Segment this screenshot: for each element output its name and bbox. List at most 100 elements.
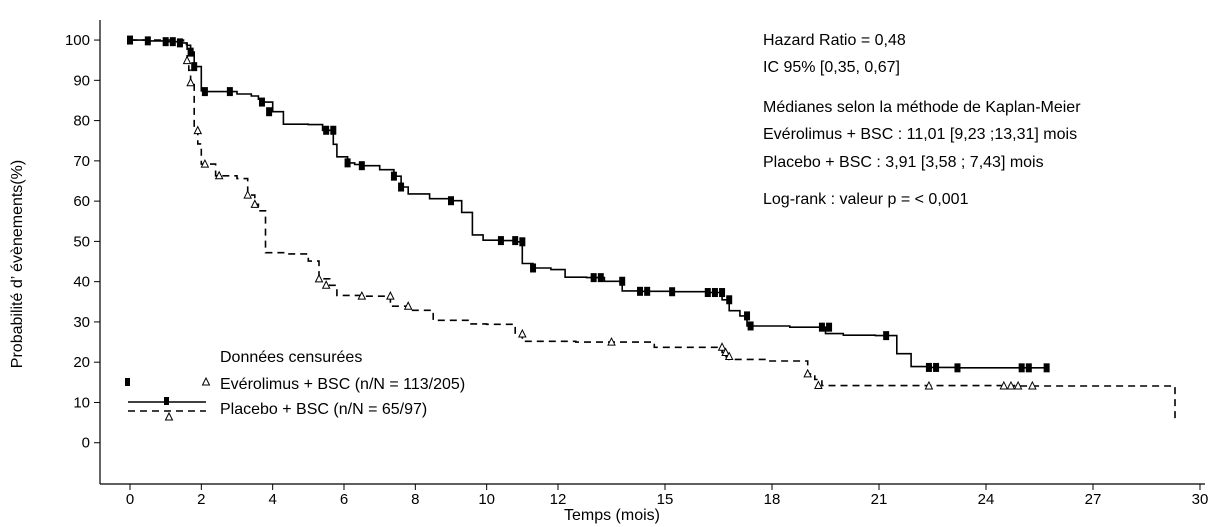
censor-mark-everolimus [597,273,604,283]
y-axis-label: Probabilité d’ évènements(%) [9,160,26,368]
censor-mark-placebo [1028,380,1037,390]
censor-mark-placebo [403,301,413,310]
censor-mark-placebo [803,368,812,378]
censor-mark-placebo [717,342,727,351]
censor-mark-placebo [724,351,734,361]
censor-mark-everolimus [711,288,718,298]
censor-mark-placebo [200,158,210,168]
censor-mark-everolimus [258,97,265,107]
censor-mark-everolimus [266,107,273,117]
censor-mark-everolimus [512,236,519,246]
legend-title: Données censurées [220,349,362,366]
x-tick-label: 15 [657,491,674,508]
y-tick-label: 10 [73,394,90,411]
axes-frame [99,20,1205,485]
censor-mark-everolimus [398,182,405,192]
censor-mark-everolimus [704,288,711,298]
y-tick-label: 0 [82,435,90,452]
censor-mark-everolimus [330,125,337,135]
censor-mark-placebo [1013,380,1023,390]
legend-solid-square-icon [164,397,169,405]
censor-mark-everolimus [933,362,940,372]
censor-mark-everolimus [726,295,733,305]
censor-mark-everolimus [497,236,504,246]
censor-mark-everolimus [530,263,537,273]
censor-mark-placebo [250,199,260,208]
censor-mark-everolimus [747,321,754,331]
censor-mark-placebo [924,380,934,390]
censor-mark-placebo [321,280,331,289]
censor-mark-everolimus [201,87,208,97]
y-tick-label: 60 [73,193,90,210]
series-line-placebo [130,39,1176,419]
censor-mark-placebo [814,380,823,390]
censor-mark-placebo [314,273,324,283]
censor-mark-placebo [182,55,192,65]
censor-mark-placebo [386,291,395,300]
censor-mark-everolimus [226,87,233,97]
censor-mark-everolimus [127,35,133,45]
censor-mark-everolimus [358,161,365,171]
censor-mark-everolimus [954,363,961,373]
curves [130,39,1176,419]
x-tick-label: 6 [340,491,348,508]
censor-mark-placebo [518,328,527,338]
censor-mark-everolimus [744,311,751,321]
x-tick-label: 2 [197,491,205,508]
y-tick-label: 80 [73,113,90,130]
censor-mark-everolimus [187,47,194,57]
logrank-text: Log-rank : valeur p = < 0,001 [763,191,969,208]
x-tick-label: 4 [268,491,276,508]
x-tick-label: 27 [1085,491,1102,508]
legend: Données censurées Evérolimus + BSC (n/N … [125,349,465,421]
confidence-interval-text: IC 95% [0,35, 0,67] [763,59,900,76]
legend-dashed-triangle-icon [164,411,174,421]
median-everolimus-text: Evérolimus + BSC : 11,01 [9,23 ;13,31] m… [763,126,1077,143]
censor-mark-everolimus [448,196,454,206]
censor-mark-everolimus [323,125,330,135]
x-tick-label: 0 [126,491,134,508]
median-title-text: Médianes selon la méthode de Kaplan-Meie… [763,99,1081,116]
censor-mark-placebo [607,336,616,346]
censor-mark-everolimus [169,37,176,47]
censor-mark-everolimus [826,322,833,332]
series-line-everolimus [130,39,1047,369]
legend-entry-everolimus: Evérolimus + BSC (n/N = 113/205) [220,376,465,393]
censor-mark-everolimus [191,62,198,72]
x-axis-label: Temps (mois) [564,507,660,524]
censor-mark-everolimus [1018,363,1025,373]
censor-mark-everolimus [637,286,644,296]
censor-mark-everolimus [344,158,351,168]
y-tick-label: 90 [73,72,90,89]
legend-censor-triangle-icon [201,376,211,386]
censor-mark-everolimus [1043,363,1050,373]
censor-markers [127,35,1050,390]
censor-mark-everolimus [1025,363,1032,373]
x-tick-label: 12 [550,491,567,508]
y-tick-label: 30 [73,314,90,331]
censor-mark-everolimus [669,287,676,297]
legend-entry-placebo: Placebo + BSC (n/N = 65/97) [220,401,427,418]
x-tick-label: 10 [478,491,495,508]
censor-mark-placebo [186,77,195,87]
y-tick-label: 40 [73,274,90,291]
y-tick-label: 70 [73,153,90,170]
x-tick-label: 24 [978,491,995,508]
censor-mark-placebo [1006,380,1016,390]
censor-mark-placebo [357,291,367,300]
median-placebo-text: Placebo + BSC : 3,91 [3,58 ; 7,43] mois [763,154,1044,171]
censor-mark-everolimus [590,273,597,283]
censor-mark-placebo [214,170,224,180]
censor-mark-everolimus [883,331,890,341]
x-tick-label: 30 [1192,491,1209,508]
x-tick-label: 8 [411,491,419,508]
censor-mark-everolimus [162,37,169,47]
x-tick-label: 21 [871,491,888,508]
censor-mark-everolimus [519,237,526,247]
censor-mark-everolimus [619,276,626,286]
censor-mark-everolimus [719,288,726,298]
censor-mark-everolimus [390,171,397,181]
censor-mark-everolimus [925,362,932,372]
